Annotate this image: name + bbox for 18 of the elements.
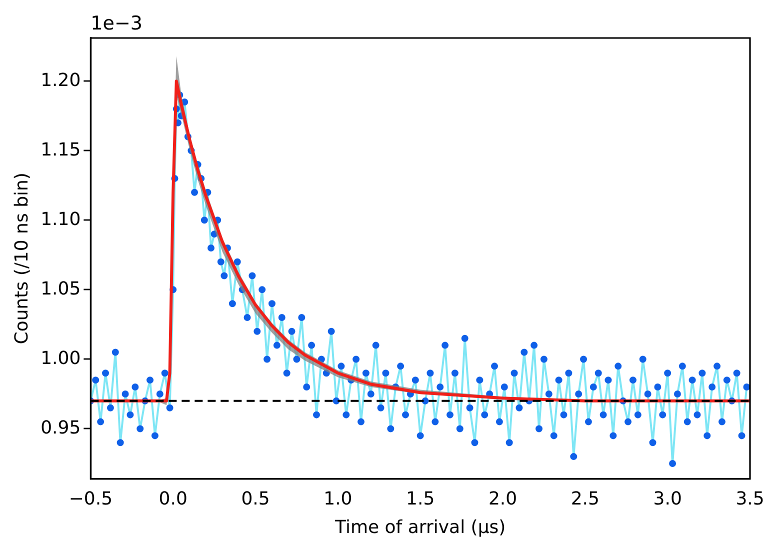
y-tick-label: 1.10 bbox=[40, 208, 81, 230]
y-tick-label: 1.05 bbox=[40, 278, 81, 300]
x-tick-label: −0.5 bbox=[68, 488, 113, 510]
x-tick-label: 1.5 bbox=[406, 488, 435, 510]
y-tick-label: 1.20 bbox=[40, 70, 81, 91]
y-tick-label: 1.15 bbox=[40, 139, 81, 160]
text: 1e−3 bbox=[90, 12, 142, 34]
x-tick-label: 2.5 bbox=[570, 488, 600, 510]
y-tick-label: 0.95 bbox=[40, 417, 81, 438]
x-tick-label: 0.5 bbox=[241, 488, 270, 510]
y-axis-title: Counts (/10 ns bin) bbox=[11, 172, 32, 344]
x-tick-label: 3.0 bbox=[653, 488, 682, 510]
x-tick-label: 1.0 bbox=[324, 488, 352, 510]
x-tick-label: 0.0 bbox=[158, 488, 188, 510]
x-tick-label: 3.5 bbox=[736, 488, 764, 510]
y-tick-label: 1.00 bbox=[40, 348, 81, 369]
x-tick-label: 2.0 bbox=[488, 488, 518, 510]
x-axis-title: Time of arrival (μs) bbox=[334, 516, 506, 538]
